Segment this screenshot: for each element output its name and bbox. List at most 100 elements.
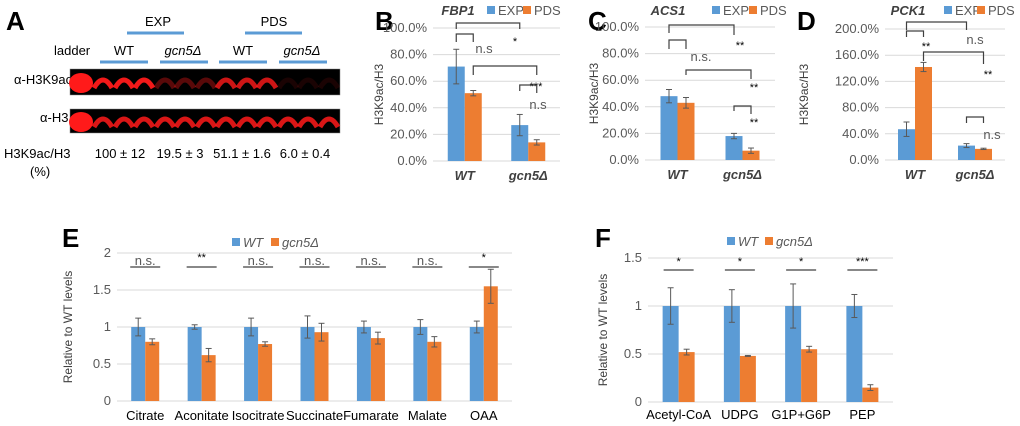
- panel-c-chart: C 0.0% 20.0% 40.0% 60.0% 80.0% 100.0% H3K9ac/H3…: [587, 3, 787, 182]
- error-bar: [487, 268, 494, 304]
- error-bar: [374, 331, 381, 345]
- y-tick-label: 60.0%: [390, 73, 427, 88]
- significance-label: n.s.: [360, 253, 381, 268]
- bar-exp-0: [898, 129, 915, 160]
- significance-bracket: [922, 51, 985, 64]
- bar-gcn5-3: [314, 332, 329, 401]
- significance-label: **: [197, 252, 206, 264]
- blot-band: [194, 77, 218, 90]
- x-tick-label: WT: [667, 167, 688, 182]
- error-bar: [903, 121, 910, 137]
- legend-swatch-1: [271, 238, 279, 246]
- bar-wt-2: [785, 306, 802, 402]
- error-bar: [473, 320, 480, 334]
- legend-swatch-0: [712, 6, 720, 14]
- y-tick-label: 1: [635, 298, 642, 313]
- strain-label-4: gcn5Δ: [284, 43, 321, 58]
- legend-label-0: EXP: [723, 3, 749, 18]
- bar-gcn5-1: [201, 355, 216, 401]
- significance-bracket: [472, 65, 538, 75]
- blot-band: [235, 116, 259, 129]
- error-bar: [980, 147, 987, 151]
- error-bar: [667, 287, 674, 325]
- legend-label-0: EXP: [498, 3, 524, 18]
- panel-label-d: D: [797, 6, 816, 36]
- error-bar: [191, 324, 198, 330]
- y-tick-label: 40.0%: [390, 100, 427, 115]
- blot-band: [132, 116, 156, 129]
- bar-exp-0: [447, 66, 465, 161]
- y-tick-label: 20.0%: [602, 125, 639, 140]
- y-tick-label: 80.0%: [842, 100, 879, 115]
- significance-bracket: [668, 24, 735, 35]
- x-tick-label: Acetyl-CoA: [646, 407, 711, 422]
- blot-band: [296, 116, 320, 129]
- error-bar: [790, 283, 797, 329]
- blot-band: [296, 77, 320, 90]
- error-bar: [304, 315, 311, 339]
- x-tick-label: Fumarate: [343, 408, 399, 423]
- error-bar: [516, 113, 523, 137]
- chart-title: PCK1: [891, 3, 926, 18]
- panel-label-f: F: [595, 223, 611, 253]
- blot-band: [153, 116, 177, 129]
- blot-band: [173, 116, 197, 129]
- y-tick-label: 80.0%: [390, 47, 427, 62]
- error-bar: [360, 320, 367, 334]
- blot-band: [255, 77, 279, 90]
- significance-label: *: [676, 256, 681, 268]
- panel-label-e: E: [62, 223, 79, 253]
- error-bar: [666, 89, 672, 104]
- x-tick-label: Succinate: [286, 408, 343, 423]
- y-tick-label: 0.0%: [609, 152, 639, 167]
- significance-bracket: [455, 33, 474, 42]
- blot-band: [112, 77, 136, 90]
- legend-label-0: WT: [738, 234, 759, 249]
- error-bar: [149, 338, 156, 346]
- bar-gcn5-2: [801, 349, 818, 402]
- bar-exp-0: [660, 96, 678, 160]
- legend-label-1: PDS: [534, 3, 561, 18]
- significance-bracket: [733, 105, 752, 114]
- y-tick-label: 2: [104, 245, 111, 260]
- legend-label-1: PDS: [760, 3, 787, 18]
- y-tick-label: 1: [104, 319, 111, 334]
- bar-wt-3: [300, 327, 315, 401]
- ratio-label: H3K9ac/H3: [4, 146, 70, 161]
- strain-label-2: gcn5Δ: [165, 43, 202, 58]
- error-bar: [262, 341, 269, 347]
- error-bar: [248, 317, 255, 337]
- y-axis-label: Relative to WT levels: [596, 274, 610, 386]
- significance-bracket: [905, 30, 925, 37]
- y-tick-label: 0.0%: [849, 152, 879, 167]
- bar-gcn5-3: [862, 387, 879, 402]
- bar-gcn5-1: [739, 355, 756, 402]
- y-tick-label: 40.0%: [842, 126, 879, 141]
- blot-band: [255, 116, 279, 129]
- significance-label: **: [922, 41, 931, 53]
- legend-swatch-1: [523, 6, 531, 14]
- error-bar: [728, 289, 735, 323]
- chart-title: ACS1: [650, 3, 686, 18]
- bar-pds-0: [677, 102, 695, 160]
- blot-band: [112, 116, 136, 129]
- y-tick-label: 120.0%: [835, 73, 880, 88]
- y-tick-label: 0.5: [624, 346, 642, 361]
- bar-gcn5-0: [678, 352, 695, 402]
- error-bar: [963, 143, 970, 149]
- blot-band: [214, 77, 238, 90]
- bar-wt-0: [131, 327, 146, 401]
- bar-wt-1: [723, 306, 740, 402]
- blot-band: [173, 77, 197, 90]
- blot-h3k9ac: [69, 68, 341, 96]
- error-bar: [533, 139, 540, 146]
- y-tick-label: 100.0%: [595, 19, 640, 34]
- bar-gcn5-4: [370, 338, 385, 401]
- y-axis-label: Relative to WT levels: [61, 271, 75, 383]
- condition-label-exp: EXP: [145, 14, 171, 29]
- bar-exp-1: [958, 145, 975, 160]
- bar-wt-1: [187, 327, 202, 401]
- x-tick-label: Citrate: [126, 408, 164, 423]
- y-axis-label: H3K9ac/H3: [372, 63, 386, 125]
- panel-label-a: A: [6, 6, 25, 36]
